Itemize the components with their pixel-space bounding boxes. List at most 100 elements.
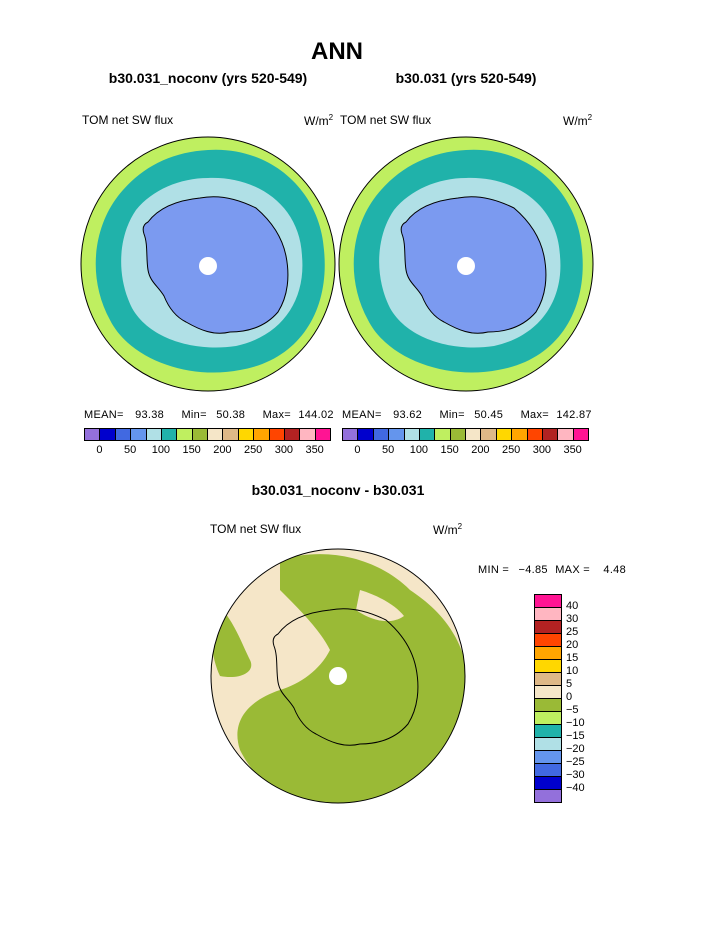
colorbar-cell [207, 428, 224, 441]
diff-colorbar-tick-label: −25 [566, 756, 585, 768]
diff-panel-units: W/m2 [433, 522, 462, 537]
colorbar-tick-label: 200 [471, 444, 490, 456]
map-diff-border [210, 548, 466, 804]
diff-max-value: 4.48 [603, 564, 627, 576]
diff-colorbar-tick-label: −20 [566, 743, 585, 755]
diff-colorbar-cell [534, 659, 562, 673]
colorbar-cell [495, 428, 513, 441]
panel-left-units-text: W/m [304, 114, 329, 128]
panel-right-mean-label: MEAN= [342, 409, 382, 421]
colorbar-cell [160, 428, 178, 441]
panel-right-units-sup: 2 [587, 113, 593, 122]
colorbar-tick-label: 100 [151, 444, 171, 456]
diff-colorbar-ticks: 40 30 25 20 15 10 5 0 −5 −10 −15 −20 −25 −30 −40 [566, 594, 606, 802]
colorbar-cell [511, 428, 528, 441]
diff-colorbar-tick-label: 5 [566, 678, 573, 690]
panel-left-min-value: 50.38 [216, 409, 246, 421]
colorbar-cell [418, 428, 436, 441]
diff-colorbar-tick-label: −15 [566, 730, 585, 742]
colorbar-tick-label: 0 [96, 444, 103, 456]
colorbar-cell [357, 428, 374, 441]
colorbar-cell [557, 428, 574, 441]
diff-colorbar-tick-label: 25 [566, 626, 579, 638]
panel-left-colorbar [84, 428, 331, 441]
panel-right-variable-label: TOM net SW flux [340, 113, 432, 127]
colorbar-cell [572, 428, 589, 441]
colorbar-tick-label: 150 [182, 444, 201, 456]
panel-left-min-label: Min= [181, 409, 207, 421]
map-left [81, 137, 335, 391]
panel-left-stats: MEAN= 93.38 Min= 50.38 Max= 144.02 [84, 409, 334, 421]
colorbar-cell [237, 428, 255, 441]
diff-colorbar-tick-label: 10 [566, 665, 579, 677]
colorbar-cell [480, 428, 497, 441]
diff-colorbar-cell [534, 620, 562, 634]
panel-right-title: b30.031 (yrs 520-549) [395, 70, 537, 86]
diff-colorbar-cell [534, 776, 562, 790]
diff-colorbar-cell [534, 607, 562, 621]
diff-colorbar-tick-label: −30 [566, 769, 585, 781]
panel-left-mean-value: 93.38 [135, 409, 165, 421]
diff-colorbar-cell [534, 594, 562, 608]
colorbar-cell [541, 428, 559, 441]
colorbar-cell [388, 428, 405, 441]
panel-right-min-value: 50.45 [474, 409, 504, 421]
diff-colorbar-cell [534, 685, 562, 699]
colorbar-tick-label: 300 [274, 444, 294, 456]
colorbar-cell [99, 428, 116, 441]
page-title: ANN [311, 38, 363, 65]
colorbar-tick-label: 0 [354, 444, 361, 456]
colorbar-cell [434, 428, 451, 441]
colorbar-cell [253, 428, 270, 441]
diff-colorbar-tick-label: 30 [566, 613, 579, 625]
panel-right-min-label: Min= [439, 409, 465, 421]
colorbar-cell [372, 428, 390, 441]
panel-right-colorbar-ticks: 0 50 100 150 200 250 300 350 [342, 444, 588, 458]
colorbar-cell [84, 428, 101, 441]
colorbar-tick-label: 350 [305, 444, 324, 456]
diff-panel-stats: MIN = −4.85 MAX = 4.48 [478, 564, 626, 576]
colorbar-tick-label: 50 [124, 444, 137, 456]
colorbar-cell [145, 428, 162, 441]
diff-colorbar-tick-label: 0 [566, 691, 573, 703]
panel-left-mean-label: MEAN= [84, 409, 124, 421]
diff-colorbar-tick-label: −10 [566, 717, 585, 729]
colorbar-cell [314, 428, 331, 441]
colorbar-cell [268, 428, 285, 441]
diff-colorbar-cell [534, 763, 562, 777]
panel-left-title: b30.031_noconv (yrs 520-549) [108, 70, 308, 86]
panel-left-variable-label: TOM net SW flux [82, 113, 174, 127]
colorbar-tick-label: 100 [409, 444, 429, 456]
panel-left-max-value: 144.02 [298, 409, 334, 421]
panel-right-max-label: Max= [520, 409, 549, 421]
diff-colorbar-cell [534, 789, 562, 803]
colorbar-cell [176, 428, 193, 441]
diff-colorbar-tick-label: −40 [566, 782, 585, 794]
colorbar-cell [283, 428, 301, 441]
map-right-border [338, 136, 594, 392]
colorbar-tick-label: 150 [440, 444, 459, 456]
colorbar-cell [465, 428, 482, 441]
diff-panel-variable-label: TOM net SW flux [210, 522, 302, 536]
diff-min-value: −4.85 [518, 564, 548, 576]
diff-colorbar-cell [534, 698, 562, 712]
colorbar-cell [114, 428, 132, 441]
colorbar-cell [191, 428, 208, 441]
colorbar-cell [222, 428, 239, 441]
map-left-border [80, 136, 336, 392]
diff-colorbar-cell [534, 711, 562, 725]
diff-colorbar-tick-label: 20 [566, 639, 579, 651]
colorbar-cell [403, 428, 420, 441]
diff-colorbar-cell [534, 633, 562, 647]
colorbar-tick-label: 200 [213, 444, 232, 456]
colorbar-cell [299, 428, 316, 441]
panel-left-units: W/m2 [304, 113, 333, 128]
panel-right-units-text: W/m [563, 114, 588, 128]
diff-colorbar-cell [534, 724, 562, 738]
diff-colorbar-cell [534, 750, 562, 764]
colorbar-tick-label: 250 [501, 444, 521, 456]
panel-right-colorbar [342, 428, 589, 441]
map-right [339, 137, 593, 391]
panel-right-mean-value: 93.62 [393, 409, 423, 421]
